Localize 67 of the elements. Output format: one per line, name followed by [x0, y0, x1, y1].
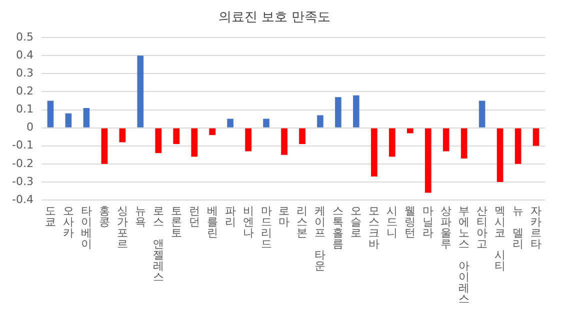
bar — [173, 128, 180, 144]
y-tick-label: 0.4 — [16, 48, 34, 62]
bar — [496, 128, 504, 182]
bar — [191, 128, 198, 157]
bar — [335, 97, 342, 128]
bar — [209, 128, 216, 136]
x-tick-label: 케이프 타운 — [314, 204, 326, 272]
bar — [83, 108, 90, 128]
bar — [353, 95, 360, 128]
x-tick-label: 스톡홀름 — [332, 204, 344, 250]
x-tick-label: 뉴욕 — [134, 204, 146, 228]
x-tick-label: 산티아고 — [476, 204, 488, 250]
bar — [442, 128, 450, 152]
x-tick-label: 파리 — [224, 204, 236, 228]
bar — [65, 113, 72, 128]
bar — [478, 100, 486, 128]
y-tick-label: -0.3 — [12, 174, 34, 188]
y-tick-label: -0.2 — [12, 156, 34, 170]
x-tick-label: 리스본 — [296, 204, 308, 240]
x-tick-label: 웰링턴 — [404, 204, 416, 240]
x-tick-label: 싱가포르 — [116, 204, 128, 250]
x-tick-label: 도쿄 — [44, 204, 56, 228]
x-tick-label: 부에노스 아이레스 — [458, 204, 470, 306]
bar — [299, 128, 306, 144]
x-tick-label: 자카르타 — [530, 204, 542, 250]
bar — [460, 128, 468, 158]
x-tick-label: 로마 — [278, 204, 290, 228]
y-tick-label: -0.1 — [12, 138, 34, 152]
y-tick-label: 0.3 — [16, 66, 34, 80]
bar — [371, 128, 378, 177]
x-tick-label: 홍콩 — [98, 204, 110, 228]
bar — [388, 128, 396, 157]
bar — [514, 128, 522, 164]
x-tick-label: 모스크바 — [368, 204, 380, 250]
y-tick-label: 0.2 — [16, 84, 34, 98]
x-tick-label: 런던 — [188, 204, 200, 228]
x-tick-label: 베를린 — [206, 204, 218, 240]
bar — [155, 128, 162, 154]
x-tick-label: 마드리드 — [260, 204, 272, 250]
x-tick-label: 마닐라 — [422, 204, 434, 240]
x-tick-label: 타이베이 — [80, 204, 92, 250]
bar — [317, 115, 324, 128]
x-tick-label: 로스 앤젤레스 — [152, 204, 164, 284]
bar — [137, 56, 144, 128]
bar — [119, 128, 126, 142]
x-tick-label: 뉴 델리 — [512, 204, 524, 250]
y-tick-label: 0.1 — [16, 102, 34, 116]
chart-title: 의료진 보호 만족도 — [218, 10, 331, 26]
bar — [245, 128, 252, 152]
x-tick-label: 비엔나 — [242, 204, 254, 240]
y-tick-label: 0 — [26, 120, 34, 134]
x-tick-label: 토론토 — [170, 204, 182, 240]
bar — [424, 128, 432, 193]
y-tick-label: -0.4 — [12, 192, 34, 206]
bar — [263, 118, 270, 128]
x-tick-label: 오슬로 — [350, 204, 362, 240]
bar — [281, 128, 288, 155]
bar — [47, 100, 54, 128]
bar — [101, 128, 108, 164]
x-tick-label: 오사카 — [62, 204, 74, 240]
x-tick-label: 멕시코 시티 — [494, 204, 506, 272]
bar — [532, 128, 540, 146]
x-tick-label: 시드니 — [386, 204, 398, 240]
bar — [406, 128, 414, 134]
y-tick-label: 0.5 — [16, 30, 34, 44]
bar — [227, 118, 234, 128]
x-tick-label: 상파울루 — [440, 204, 452, 250]
